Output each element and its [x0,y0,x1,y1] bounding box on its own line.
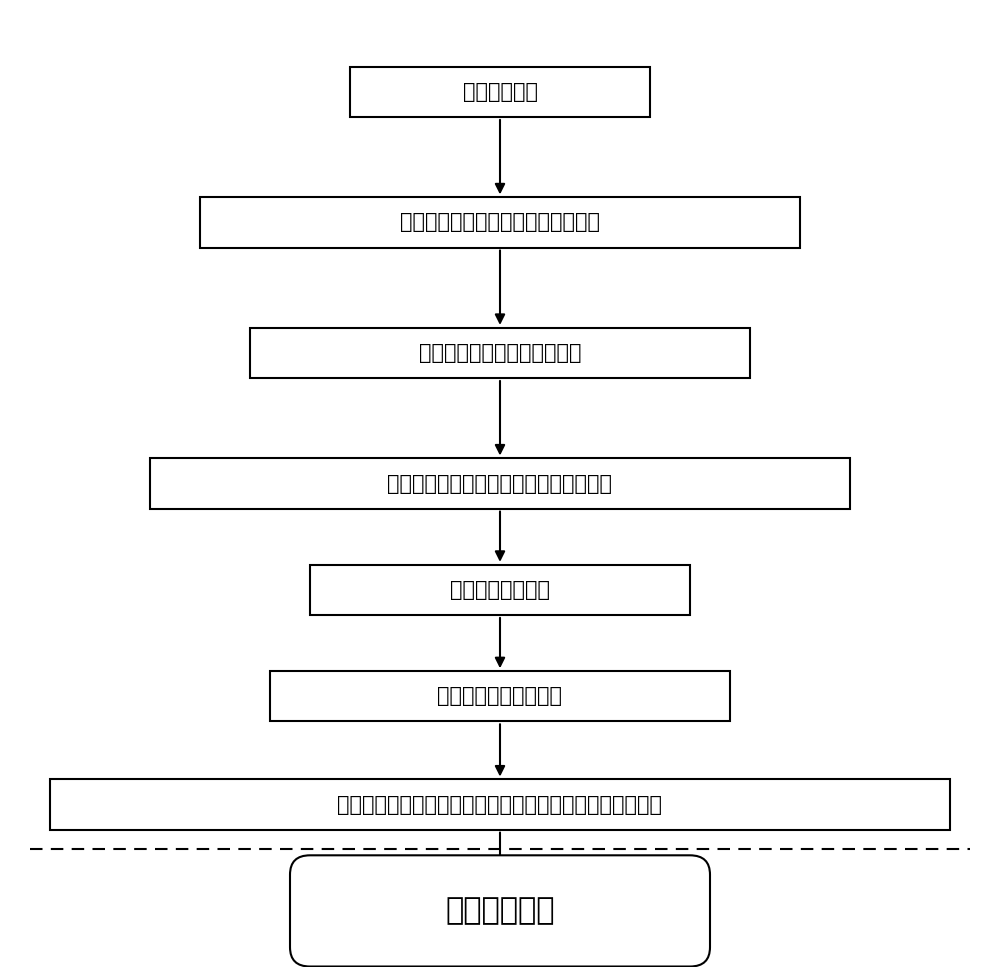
Text: 临床治疗级角质形成细胞生物学特性及免疫组织化学法检测: 临床治疗级角质形成细胞生物学特性及免疫组织化学法检测 [338,795,662,814]
FancyBboxPatch shape [350,67,650,117]
FancyBboxPatch shape [50,779,950,830]
FancyBboxPatch shape [290,855,710,967]
FancyBboxPatch shape [150,458,850,509]
Text: 临床科研应用: 临床科研应用 [445,896,555,925]
FancyBboxPatch shape [310,565,690,615]
Text: 角质形成细胞高拟体内细胞筛选原代培养: 角质形成细胞高拟体内细胞筛选原代培养 [388,474,612,493]
Text: 射线低温储存免疫逃逸抗原性细胞法: 射线低温储存免疫逃逸抗原性细胞法 [400,213,600,232]
Text: 皮肤细胞高拟体内细胞外基质: 皮肤细胞高拟体内细胞外基质 [419,343,581,363]
Text: 种原皮肤取材: 种原皮肤取材 [462,82,538,102]
FancyBboxPatch shape [200,197,800,248]
FancyBboxPatch shape [250,328,750,378]
Text: 角质形成细胞冻存: 角质形成细胞冻存 [450,580,550,600]
FancyBboxPatch shape [270,671,730,721]
Text: 角质形成细胞复苏传代: 角质形成细胞复苏传代 [438,687,562,706]
